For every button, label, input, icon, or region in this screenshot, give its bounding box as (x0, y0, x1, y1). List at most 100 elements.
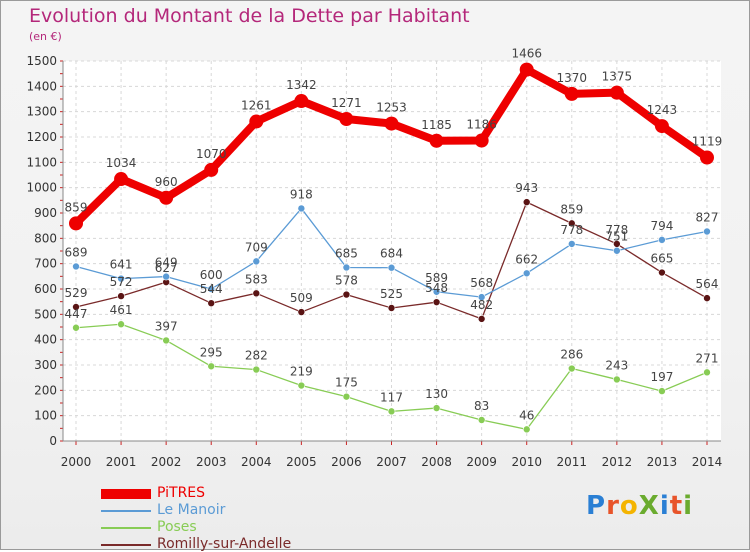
data-point (703, 368, 711, 377)
data-point (72, 303, 80, 311)
data-point (72, 262, 80, 271)
y-tick-label: 500 (34, 307, 57, 321)
y-tick-label: 1200 (26, 130, 57, 144)
data-point (342, 263, 351, 272)
y-tick-label: 1400 (26, 79, 57, 93)
data-point (477, 293, 486, 301)
data-point (252, 257, 261, 266)
data-label: 627 (155, 261, 178, 275)
data-point (703, 227, 711, 236)
data-point (117, 292, 125, 300)
data-label: 641 (110, 258, 133, 272)
data-label: 1375 (602, 70, 633, 84)
data-label: 1070 (196, 147, 227, 161)
data-label: 665 (650, 252, 673, 266)
y-tick-label: 100 (34, 409, 57, 423)
data-label: 1119 (692, 135, 723, 149)
data-point (297, 381, 306, 390)
data-point (432, 287, 441, 296)
data-label: 482 (470, 298, 493, 312)
x-tick-label: 2007 (376, 455, 407, 469)
data-label: 685 (335, 246, 358, 260)
data-label: 117 (380, 390, 403, 404)
data-label: 751 (605, 230, 628, 244)
data-label: 544 (200, 282, 223, 296)
data-point (477, 416, 486, 424)
data-label: 778 (560, 223, 583, 237)
x-tick-label: 2011 (557, 455, 588, 469)
data-point (114, 172, 129, 187)
data-point (162, 336, 170, 345)
data-point (703, 294, 711, 302)
data-label: 859 (560, 202, 583, 216)
data-point (207, 299, 216, 307)
y-tick-label: 400 (34, 333, 57, 347)
data-point (387, 407, 396, 416)
data-point (297, 308, 306, 316)
data-label: 1186 (466, 118, 497, 132)
data-label: 583 (245, 272, 268, 286)
chart-title: Evolution du Montant de la Dette par Hab… (29, 5, 470, 27)
y-tick-label: 1100 (26, 155, 57, 169)
data-point (522, 198, 531, 206)
data-label: 1271 (331, 96, 362, 110)
x-tick-label: 2003 (196, 455, 227, 469)
data-label: 295 (200, 345, 223, 359)
data-point (477, 315, 486, 323)
data-label: 684 (380, 247, 403, 261)
data-label: 709 (245, 240, 268, 254)
data-point (567, 219, 576, 228)
data-point (522, 269, 531, 278)
x-tick-label: 2014 (692, 455, 723, 469)
data-label: 827 (696, 210, 719, 224)
data-label: 689 (65, 245, 88, 259)
legend-label: Romilly-sur-Andelle (157, 536, 292, 552)
data-label: 447 (65, 307, 88, 321)
data-label: 219 (290, 365, 313, 379)
data-label: 1253 (376, 101, 407, 115)
logo-letter: i (659, 491, 670, 521)
data-label: 130 (425, 387, 448, 401)
data-point (654, 119, 669, 134)
data-label: 943 (515, 181, 538, 195)
data-label: 509 (290, 291, 313, 305)
data-label: 397 (155, 319, 178, 333)
data-point (339, 112, 354, 127)
data-label: 1261 (241, 99, 272, 113)
data-point (429, 133, 444, 148)
legend-label: Poses (157, 519, 197, 535)
data-point (567, 240, 576, 248)
x-tick-label: 2002 (151, 455, 182, 469)
data-point (658, 236, 666, 244)
x-tick-label: 2012 (602, 455, 633, 469)
legend-swatch (101, 527, 151, 529)
data-point (297, 204, 306, 213)
data-point (387, 263, 396, 272)
data-label: 286 (560, 348, 583, 362)
data-point (159, 190, 174, 205)
legend-swatch (101, 510, 151, 512)
data-label: 271 (696, 351, 719, 365)
logo-letter: o (619, 491, 639, 521)
data-point (613, 375, 621, 384)
data-label: 600 (200, 268, 223, 282)
data-point (613, 246, 621, 255)
data-point (117, 320, 125, 329)
y-tick-label: 300 (34, 358, 57, 372)
data-point (564, 86, 579, 101)
data-label: 589 (425, 271, 448, 285)
logo-letter: r (606, 491, 620, 521)
data-label: 1243 (647, 103, 678, 117)
data-label: 46 (519, 408, 534, 422)
y-tick-label: 1500 (26, 54, 57, 68)
legend-label: PiTRES (157, 485, 206, 501)
logo-letter: i (683, 491, 694, 521)
x-tick-label: 2009 (466, 455, 497, 469)
x-tick-label: 2000 (61, 455, 92, 469)
proxiti-logo: ProXiti (586, 491, 693, 521)
data-label: 564 (696, 277, 719, 291)
data-label: 1370 (557, 71, 588, 85)
y-tick-label: 1300 (26, 105, 57, 119)
data-label: 568 (470, 276, 493, 290)
